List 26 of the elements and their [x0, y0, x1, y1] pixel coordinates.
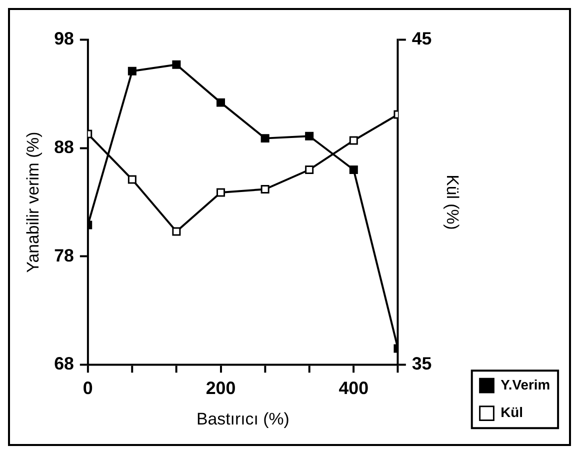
- y-tick-label: 78: [54, 245, 74, 266]
- point: [128, 66, 136, 76]
- legend-label: Kül: [500, 404, 524, 420]
- y-tick-label: 68: [54, 354, 74, 374]
- y2-axis-title: Kül (%): [443, 174, 462, 230]
- point: [349, 136, 358, 145]
- x-axis-title: Bastırıcı (%): [196, 410, 290, 429]
- point: [260, 134, 270, 143]
- legend-label: Y.Verim: [500, 376, 550, 392]
- point: [305, 132, 314, 140]
- point: [128, 175, 136, 184]
- point: [260, 184, 270, 194]
- x-tick-label: 400: [338, 378, 369, 398]
- point: [305, 165, 314, 174]
- point: [172, 227, 181, 236]
- y-tick-label: 98: [54, 28, 74, 49]
- x-tick-label: 200: [206, 378, 236, 398]
- point: [216, 98, 226, 107]
- y2-tick-label: 45: [412, 28, 432, 49]
- point: [349, 165, 358, 174]
- y-axis-title: Yanabilir verim (%): [24, 132, 43, 273]
- point: [172, 60, 181, 69]
- y2-tick-label: 35: [412, 354, 432, 374]
- point: [216, 188, 226, 197]
- y-tick-label: 88: [54, 137, 74, 157]
- x-tick-label: 0: [82, 378, 93, 398]
